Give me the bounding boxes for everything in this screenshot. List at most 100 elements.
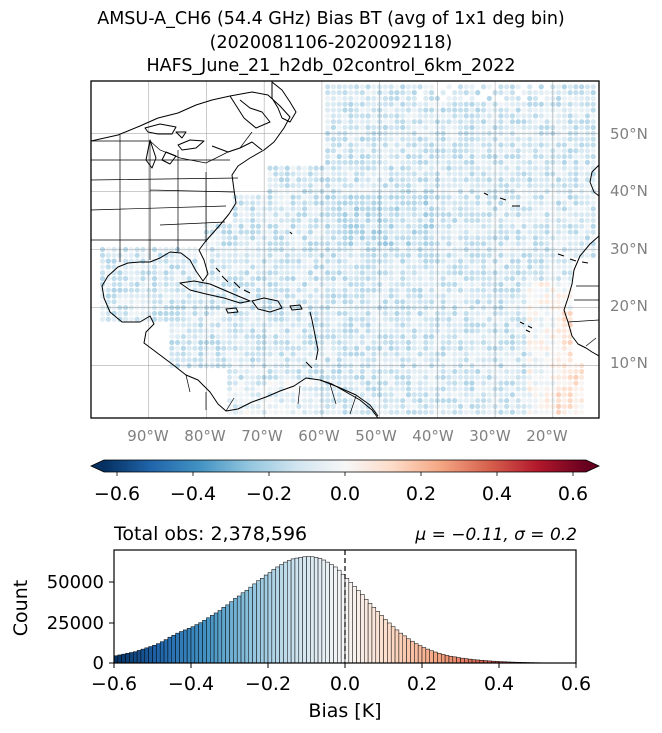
bias-bin <box>313 281 319 287</box>
bias-bin <box>561 241 567 247</box>
bias-bin <box>169 310 175 317</box>
coastline-canary <box>557 253 589 264</box>
bias-bin <box>544 206 550 212</box>
bias-bin <box>555 90 562 96</box>
bias-bin <box>417 351 423 357</box>
bias-bin <box>267 217 273 224</box>
bias-bin <box>538 229 544 235</box>
bias-bin <box>452 212 458 218</box>
bias-bin <box>238 194 244 200</box>
bias-bin <box>504 217 510 224</box>
bias-bin <box>400 124 406 131</box>
bias-bin <box>475 316 481 322</box>
bias-bin <box>394 182 400 189</box>
bias-bin <box>382 322 389 328</box>
bias-bin <box>405 392 412 398</box>
bias-bin <box>486 235 492 241</box>
bias-bin <box>307 397 313 404</box>
bias-bin <box>509 165 516 171</box>
bias-bin <box>307 258 313 264</box>
bias-bin <box>278 339 285 346</box>
histogram-bar <box>414 643 419 664</box>
bias-bin <box>567 206 573 212</box>
bias-bin <box>417 357 423 363</box>
bias-bin <box>365 223 371 229</box>
bias-bin <box>336 206 342 212</box>
bias-bin <box>307 386 313 392</box>
bias-bin <box>509 275 516 282</box>
bias-bin <box>278 397 285 404</box>
bias-bin <box>480 351 487 357</box>
bias-bin <box>365 217 371 224</box>
bias-bin <box>515 322 521 328</box>
bias-bin <box>400 281 406 287</box>
bias-bin <box>555 159 562 165</box>
bias-bin <box>330 212 337 218</box>
bias-bin <box>325 223 331 229</box>
coastline-jamaica <box>225 307 239 314</box>
bias-bin <box>573 392 579 398</box>
bias-bin <box>359 316 365 322</box>
bias-bin <box>348 334 354 340</box>
bias-bin <box>365 252 371 258</box>
bias-bin <box>301 334 308 340</box>
bias-bin <box>111 281 117 287</box>
bias-bin <box>521 142 527 148</box>
bias-bin <box>475 281 481 287</box>
bias-bin <box>538 374 544 380</box>
bias-bin <box>226 275 233 282</box>
bias-bin <box>336 153 342 160</box>
lon-label-30w: 30°W <box>469 427 511 445</box>
bias-bin <box>452 339 458 346</box>
bias-bin <box>567 339 573 346</box>
bias-bin <box>475 113 481 119</box>
histogram-bar <box>317 558 323 664</box>
bias-bin <box>423 258 429 264</box>
bias-bin <box>348 101 354 107</box>
bias-bin <box>388 194 394 200</box>
bias-bin <box>394 345 400 351</box>
bias-bin <box>325 386 331 392</box>
bias-bin <box>382 194 389 200</box>
bias-bin <box>538 113 544 119</box>
x-tick-label: 0.0 <box>330 673 360 695</box>
bias-bin <box>278 229 285 235</box>
bias-bin <box>250 380 256 386</box>
bias-bin <box>428 217 435 224</box>
colorbar-tick-label: 0.0 <box>330 483 360 505</box>
bias-bin <box>365 380 371 386</box>
bias-bin <box>180 293 186 299</box>
bias-bin <box>174 351 181 357</box>
bias-bin <box>99 299 106 305</box>
bias-bin <box>561 90 567 96</box>
bias-bin <box>538 252 544 258</box>
bias-bin <box>157 270 163 276</box>
bias-bin <box>405 235 412 241</box>
map-frame <box>90 80 600 419</box>
bias-bin <box>290 293 296 299</box>
bias-bin <box>509 270 516 276</box>
bias-bin <box>555 182 562 189</box>
bias-bin <box>417 101 423 107</box>
bias-bin <box>428 287 435 293</box>
bias-bin <box>365 316 371 322</box>
bias-bin <box>411 316 417 322</box>
bias-bin <box>348 339 354 346</box>
bias-bin <box>475 368 481 375</box>
bias-bin <box>371 316 377 322</box>
bias-bin <box>359 95 365 102</box>
bias-bin <box>440 165 446 171</box>
bias-bin <box>417 392 423 398</box>
bias-bin <box>498 235 504 241</box>
bias-bin <box>382 409 389 415</box>
bias-bin <box>226 397 233 404</box>
bias-bin <box>365 328 371 334</box>
bias-bin <box>394 392 400 398</box>
bias-bin <box>394 287 400 293</box>
bias-bin <box>573 409 579 415</box>
bias-bin <box>336 339 342 346</box>
bias-bin <box>463 148 469 154</box>
bias-bin <box>423 171 429 177</box>
bias-bin <box>169 328 175 334</box>
bias-bin <box>555 270 562 276</box>
